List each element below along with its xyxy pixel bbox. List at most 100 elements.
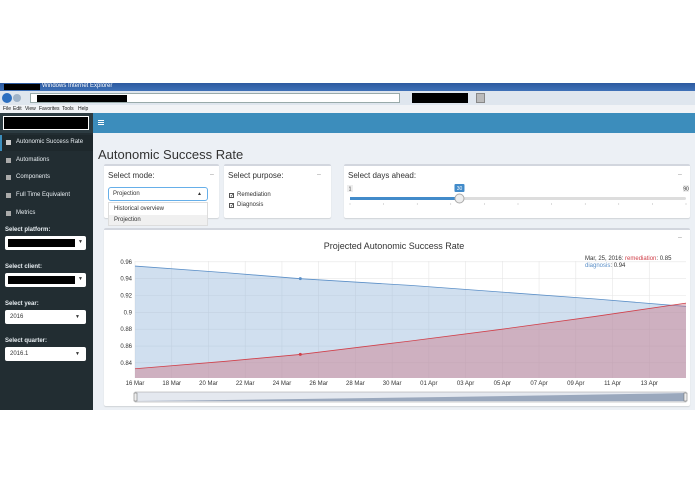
checkbox[interactable]: ✓ xyxy=(229,203,235,209)
back-button[interactable] xyxy=(2,93,12,103)
chart-box: – Projected Autonomic Success Rate 0.84 0… xyxy=(104,228,690,406)
plot-bg xyxy=(135,261,686,378)
menu-item[interactable]: Help xyxy=(78,106,89,112)
menu-item[interactable]: File xyxy=(3,106,12,112)
navigator-handle xyxy=(683,392,688,402)
y-tick-label: 0.88 xyxy=(120,327,132,333)
menu-item[interactable]: Metrics xyxy=(16,210,36,216)
collapse[interactable]: – xyxy=(678,234,682,241)
x-tick-label: 24 Mar xyxy=(273,381,292,387)
quarter-select[interactable]: 2016.1 ▼ xyxy=(5,347,86,361)
tooltip-value: : 0.85 xyxy=(656,256,672,262)
hover-point xyxy=(298,277,302,281)
caret: ▼ xyxy=(78,276,83,282)
option[interactable]: Projection xyxy=(109,215,207,225)
slider-value-label: 30 xyxy=(457,186,463,192)
redacted xyxy=(4,84,40,90)
filter-label: Select year: xyxy=(5,301,39,307)
icon xyxy=(6,193,11,198)
tooltip-series: remediation xyxy=(625,256,656,262)
x-tick-label: 28 Mar xyxy=(346,381,365,387)
redacted xyxy=(8,239,75,247)
x-tick-label: 09 Apr xyxy=(567,381,584,387)
slider[interactable]: 1 90 30 xyxy=(344,184,690,214)
menu-bar: File Edit View Favorites Tools Help xyxy=(0,105,695,113)
logo-area xyxy=(0,113,93,133)
select-value: 2016.1 xyxy=(10,351,29,357)
menu-item[interactable]: View xyxy=(25,106,36,112)
collapse[interactable]: – xyxy=(317,171,321,178)
x-tick-label: 18 Mar xyxy=(162,381,181,387)
chart-title: Projected Autonomic Success Rate xyxy=(324,241,465,251)
title-bar: Windows Internet Explorer xyxy=(0,83,695,91)
line xyxy=(134,302,687,370)
x-tick-label: 11 Apr xyxy=(604,381,621,387)
x-tick-label: 16 Mar xyxy=(126,381,145,387)
x-tick-label: 03 Apr xyxy=(457,381,474,387)
x-tick-label: 22 Mar xyxy=(236,381,255,387)
mode-box: Select mode: – Projection ▲ Historical ov… xyxy=(104,164,219,226)
line xyxy=(134,265,687,307)
box-label: Select purpose: xyxy=(228,171,284,180)
tooltip-value: : 0.94 xyxy=(610,263,626,269)
menu-item[interactable]: Tools xyxy=(62,106,74,112)
menu-item[interactable]: Automations xyxy=(16,157,50,163)
filter-label: Select platform: xyxy=(5,227,51,233)
mode-select[interactable]: Projection ▲ xyxy=(108,187,208,201)
tab-button[interactable] xyxy=(476,93,485,103)
y-tick-label: 0.96 xyxy=(120,260,132,266)
x-tick-label: 30 Mar xyxy=(383,381,402,387)
icon xyxy=(6,158,11,163)
menu-item[interactable]: Edit xyxy=(13,106,22,112)
menu-item[interactable]: Full Time Equivalent xyxy=(16,192,71,198)
platform-select[interactable]: ▼ xyxy=(5,236,86,250)
collapse[interactable]: – xyxy=(678,171,682,178)
filter-label: Select quarter: xyxy=(5,338,48,344)
select-value: 2016 xyxy=(10,314,24,320)
slider-end-label: 90 xyxy=(683,187,689,193)
caret: ▼ xyxy=(78,239,83,245)
area xyxy=(135,266,686,378)
forward-button[interactable] xyxy=(13,94,21,102)
checkbox[interactable]: ✓ xyxy=(229,193,235,199)
x-tick-label: 26 Mar xyxy=(309,381,328,387)
slider-end-bg xyxy=(683,185,689,192)
x-tick-label: 13 Apr xyxy=(641,381,658,387)
hover-point xyxy=(298,352,302,356)
icon xyxy=(6,211,11,216)
redacted xyxy=(37,95,127,102)
box-label: Select days ahead: xyxy=(348,171,417,180)
y-tick-label: 0.86 xyxy=(120,344,132,350)
chart: Projected Autonomic Success Rate 0.84 0.8… xyxy=(120,241,688,403)
days-box: Select days ahead: – 1 90 30 xyxy=(344,164,690,218)
y-tick-label: 0.9 xyxy=(124,310,133,316)
search-box[interactable] xyxy=(412,93,468,103)
browser-chrome: Windows Internet Explorer File Edit View… xyxy=(0,83,695,113)
slider-handle xyxy=(454,193,465,204)
x-tick-label: 07 Apr xyxy=(530,381,547,387)
select-value: Projection xyxy=(113,191,140,197)
collapse[interactable]: – xyxy=(210,171,214,178)
client-select[interactable]: ▼ xyxy=(5,273,86,287)
year-select[interactable]: 2016 ▼ xyxy=(5,310,86,324)
tooltip-line: diagnosis: 0.94 xyxy=(585,263,626,269)
slider-bar xyxy=(350,197,460,200)
menu-item[interactable]: Autonomic Success Rate xyxy=(16,139,84,145)
slider-value-bg xyxy=(454,184,465,192)
caret: ▲ xyxy=(197,191,202,197)
slider-end-bg xyxy=(347,185,353,192)
y-tick-label: 0.84 xyxy=(120,361,132,367)
x-tick-label: 01 Apr xyxy=(420,381,437,387)
tooltip-date: Mar, 25, 2016: xyxy=(585,256,624,262)
sidebar: Autonomic Success Rate Automations Compo… xyxy=(0,133,93,410)
hamburger[interactable] xyxy=(98,120,104,121)
redacted xyxy=(8,276,75,284)
caret: ▼ xyxy=(75,314,80,320)
tooltip-line: Mar, 25, 2016: remediation: 0.85 xyxy=(585,256,672,262)
menu-item[interactable]: Components xyxy=(16,174,51,180)
filter-label: Select client: xyxy=(5,264,43,270)
menu-item[interactable]: Favorites xyxy=(39,106,60,112)
y-tick-label: 0.92 xyxy=(120,294,132,300)
address-bar[interactable] xyxy=(30,93,400,103)
option[interactable]: Historical overview xyxy=(114,206,165,212)
